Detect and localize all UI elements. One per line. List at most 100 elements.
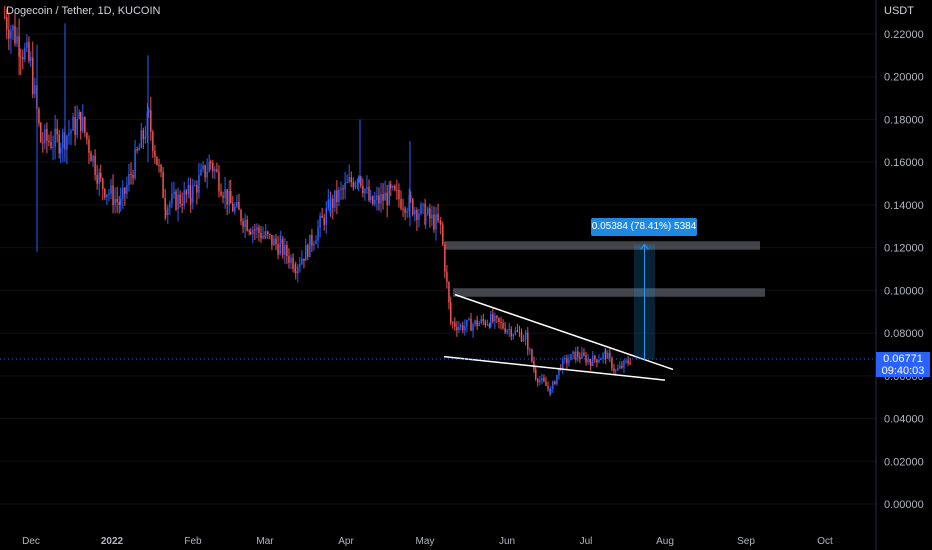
candle-body — [177, 194, 179, 210]
candle-body — [206, 171, 208, 178]
candle-body — [410, 195, 412, 200]
price-gridlines — [0, 33, 876, 505]
y-tick-label: 0.04000 — [884, 414, 924, 426]
candle-body — [8, 29, 10, 39]
candle-body — [442, 224, 444, 245]
y-tick-label: 0.18000 — [884, 114, 924, 126]
candle-body — [358, 176, 360, 183]
candle-body — [605, 351, 607, 359]
candle-body — [545, 381, 547, 386]
price-axis[interactable]: 0.22000 0.20000 0.18000 0.16000 0.14000 0.120… — [875, 0, 924, 550]
current-price-badge: 0.06771 09:40:03 — [876, 352, 930, 377]
candle-body — [376, 195, 378, 200]
candle-body — [354, 182, 357, 188]
candle-body — [590, 361, 592, 366]
candle-body — [92, 155, 94, 162]
candle-body — [476, 320, 478, 326]
candle-body — [42, 142, 44, 144]
candle-body — [187, 185, 190, 195]
candle-body — [167, 207, 169, 216]
candle-body — [269, 234, 271, 236]
candle-body — [189, 185, 192, 199]
candle-body — [297, 266, 299, 274]
candle-body — [160, 165, 162, 172]
candle-body — [406, 211, 408, 213]
candle-body — [550, 388, 552, 394]
trendline — [443, 355, 666, 381]
candle-body — [258, 227, 260, 233]
candle-body — [344, 182, 346, 190]
x-tick-label: Dec — [22, 536, 40, 547]
candle-body — [512, 334, 515, 337]
candle-body — [450, 302, 452, 323]
candle-body — [402, 208, 404, 210]
candle-body — [198, 175, 200, 193]
candle-body — [336, 190, 338, 202]
candle-body — [522, 339, 525, 342]
candle-body — [444, 244, 446, 272]
candle-body — [144, 137, 147, 140]
candle-body — [260, 232, 262, 239]
candle-body — [514, 330, 517, 335]
y-tick-label: 0.08000 — [884, 328, 924, 340]
candle-body — [128, 174, 130, 185]
candle-body — [537, 379, 539, 383]
candle-body — [486, 324, 489, 326]
resistance-zone — [445, 241, 760, 250]
candle-body — [619, 365, 621, 369]
candle-body — [468, 318, 470, 320]
candle-body — [248, 230, 250, 232]
candle-body — [340, 188, 342, 190]
candle-body — [202, 165, 204, 170]
candle-body — [116, 198, 118, 202]
candle-body — [288, 256, 290, 263]
candle-body — [356, 182, 359, 184]
candle-body — [60, 148, 62, 154]
candle-body — [56, 128, 58, 135]
candle-body — [568, 360, 570, 364]
candle-body — [378, 195, 380, 204]
candle-body — [72, 116, 74, 131]
candle-body — [284, 244, 286, 255]
candle-body — [273, 238, 275, 246]
candle-body — [323, 217, 325, 225]
candle-body — [96, 174, 98, 184]
candle-body — [585, 355, 587, 363]
candle-body — [70, 130, 72, 134]
candle-body — [424, 203, 426, 225]
candle-body — [547, 385, 549, 389]
candle-body — [6, 17, 8, 30]
candle-body — [66, 135, 68, 150]
candle-body — [108, 193, 110, 195]
candle-body — [592, 355, 594, 366]
candle-body — [224, 189, 226, 198]
time-axis[interactable]: Dec 2022 Feb Mar Apr May Jun Jul Aug Sep Oct — [22, 536, 833, 547]
candle-body — [118, 201, 120, 206]
candle-body — [84, 117, 86, 133]
candle-body — [86, 132, 88, 140]
candle-body — [518, 331, 521, 333]
candle-body — [82, 117, 84, 132]
candle-body — [609, 352, 611, 358]
candle-body — [32, 57, 34, 95]
measure-label: 0.05384 (78.41%) 5384 — [591, 218, 697, 236]
candle-body — [346, 181, 348, 183]
candle-body — [418, 213, 420, 220]
measure-tool — [634, 243, 655, 360]
candle-body — [88, 139, 90, 153]
candle-body — [114, 198, 116, 206]
candle-body — [589, 359, 591, 362]
candle-body — [398, 189, 400, 200]
candle-body — [132, 174, 134, 179]
candle-body — [382, 193, 384, 201]
candle-body — [625, 360, 627, 362]
candle-body — [348, 177, 350, 182]
candle-body — [252, 229, 254, 235]
candle-body — [262, 235, 264, 239]
x-tick-label: Aug — [656, 536, 674, 547]
candle-body — [422, 203, 424, 205]
bar-countdown: 09:40:03 — [881, 365, 925, 377]
candle-body — [130, 174, 132, 176]
candle-body — [228, 190, 230, 205]
